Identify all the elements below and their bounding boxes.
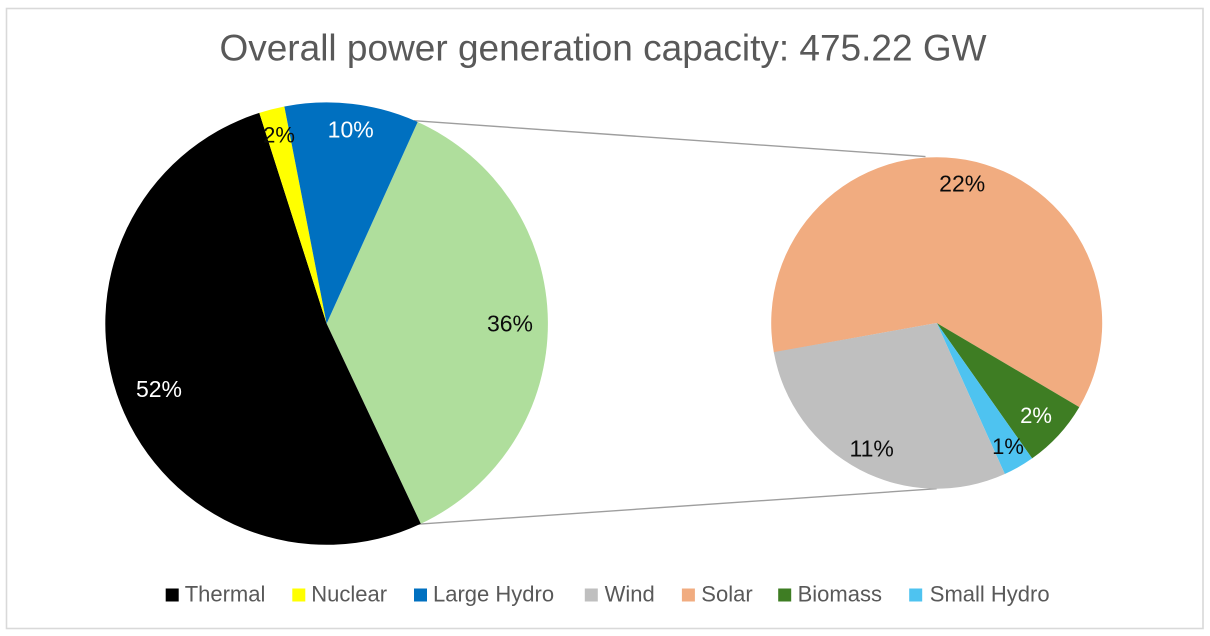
svg-text:22%: 22%: [939, 171, 985, 197]
svg-text:Solar: Solar: [701, 582, 752, 607]
svg-text:Thermal: Thermal: [185, 582, 266, 607]
svg-text:36%: 36%: [487, 311, 533, 337]
svg-text:11%: 11%: [850, 436, 894, 462]
svg-text:Large Hydro: Large Hydro: [433, 582, 554, 607]
svg-text:52%: 52%: [136, 376, 182, 402]
svg-text:Biomass: Biomass: [798, 582, 882, 607]
svg-text:10%: 10%: [328, 117, 374, 143]
svg-text:Wind: Wind: [605, 582, 655, 607]
svg-text:Nuclear: Nuclear: [311, 582, 387, 607]
svg-text:1%: 1%: [992, 434, 1024, 459]
svg-text:2%: 2%: [1020, 403, 1052, 428]
svg-text:Small Hydro: Small Hydro: [930, 582, 1050, 607]
svg-text:2%: 2%: [263, 123, 295, 148]
svg-text:Overall power generation capac: Overall power generation capacity: 475.2…: [219, 27, 986, 68]
